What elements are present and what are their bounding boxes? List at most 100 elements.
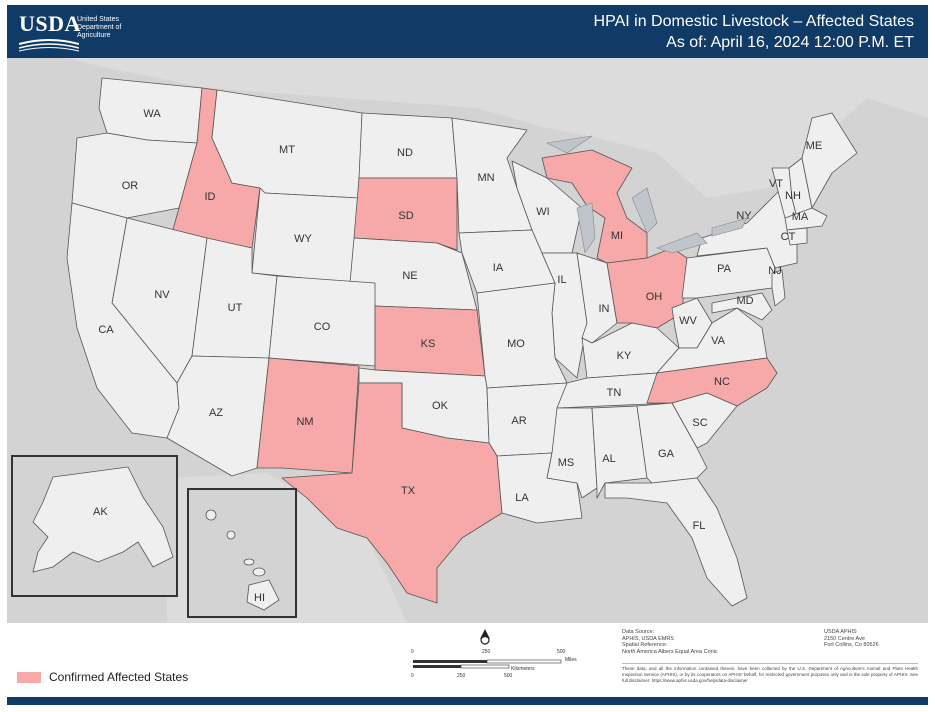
state-label-al: AL	[602, 453, 615, 465]
state-label-ak: AK	[93, 506, 108, 518]
us-map: WA OR ID MT WY ND SD NE MN WI MI IA IL IN OH NV UT CO KS MO…	[7, 58, 928, 623]
state-label-az: AZ	[209, 407, 223, 419]
state-label-ca: CA	[98, 324, 114, 336]
state-label-nv: NV	[154, 289, 170, 301]
data-source-credits: Data Source: APHIS, USDA EMRS Spatial Re…	[622, 629, 718, 655]
scale-bar-graphic	[413, 659, 562, 669]
map-legend: Confirmed Affected States	[17, 670, 188, 684]
usda-agency-name: United States Department of Agriculture	[77, 16, 122, 39]
usda-logo-swoosh-icon	[19, 39, 79, 52]
state-label-sc: SC	[692, 417, 707, 429]
state-label-fl: FL	[693, 520, 706, 532]
state-label-id: ID	[205, 191, 216, 203]
state-label-ky: KY	[617, 350, 632, 362]
state-label-sd: SD	[398, 210, 413, 222]
scale-miles-500: 500	[557, 649, 566, 655]
state-label-mt: MT	[279, 144, 295, 156]
state-label-va: VA	[711, 335, 726, 347]
hawaii-inset: HI	[187, 488, 297, 618]
canada-land	[67, 58, 928, 198]
state-OR	[71, 132, 198, 219]
state-label-wv: WV	[679, 315, 697, 327]
state-label-nj: NJ	[768, 265, 781, 277]
state-label-mi: MI	[611, 230, 623, 242]
state-label-md: MD	[736, 295, 753, 307]
map-title-block: HPAI in Domestic Livestock – Affected St…	[594, 11, 914, 53]
state-NJ	[771, 269, 786, 307]
map-footer: 0 250 500 Miles Kilometers 0 250 500 Dat…	[7, 623, 928, 697]
us-map-svg: WA OR ID MT WY ND SD NE MN WI MI IA IL IN OH NV UT CO KS MO…	[66, 58, 928, 623]
state-label-ks: KS	[421, 338, 436, 350]
state-label-or: OR	[122, 180, 139, 192]
legend-affected-label: Confirmed Affected States	[49, 670, 189, 684]
state-label-tx: TX	[401, 485, 416, 497]
state-label-me: ME	[806, 140, 823, 152]
state-label-ct: CT	[781, 231, 796, 243]
scale-miles-250: 250	[482, 649, 491, 655]
state-label-ny: NY	[736, 210, 752, 222]
map-header: USDA United States Department of Agricul…	[7, 5, 928, 58]
state-label-pa: PA	[717, 263, 732, 275]
state-MA	[784, 207, 828, 231]
state-GA	[636, 402, 708, 484]
state-ME	[801, 112, 858, 209]
state-label-tn: TN	[607, 387, 622, 399]
state-label-in: IN	[599, 303, 610, 315]
state-label-ut: UT	[228, 302, 243, 314]
footer-bar	[7, 697, 928, 705]
state-label-vt: VT	[769, 178, 783, 190]
state-label-ms: MS	[558, 457, 575, 469]
state-NM	[256, 357, 360, 474]
state-NY	[696, 182, 798, 269]
org-address: USDA APHIS 2150 Centre Ave Fort Collins,…	[824, 629, 879, 648]
state-label-la: LA	[515, 492, 529, 504]
state-SD	[353, 177, 458, 251]
state-label-hi: HI	[254, 592, 265, 604]
scale-miles-0: 0	[411, 649, 414, 655]
north-arrow-icon	[480, 629, 490, 645]
state-label-ar: AR	[511, 415, 526, 427]
state-label-ne: NE	[402, 270, 417, 282]
scale-km-unit: Kilometers	[511, 666, 535, 672]
map-date: As of: April 16, 2024 12:00 P.M. ET	[666, 34, 914, 51]
state-MD	[711, 292, 773, 321]
state-label-wy: WY	[294, 233, 312, 245]
state-label-ma: MA	[792, 211, 809, 223]
map-title: HPAI in Domestic Livestock – Affected St…	[593, 13, 914, 30]
scale-km-500: 500	[504, 673, 513, 679]
state-FL	[604, 477, 748, 607]
state-HI	[246, 579, 280, 611]
state-label-wi: WI	[536, 206, 549, 218]
state-label-wa: WA	[143, 108, 161, 120]
scale-bar: 0 250 500 Miles Kilometers 0 250 500	[407, 649, 577, 683]
usda-logo-text: USDA	[19, 11, 81, 36]
state-label-il: IL	[557, 274, 566, 286]
scale-miles-unit: Miles	[565, 657, 577, 663]
state-label-nh: NH	[785, 190, 801, 202]
state-label-oh: OH	[646, 291, 663, 303]
usda-logo: USDA United States Department of Agricul…	[19, 11, 131, 53]
legend-affected-swatch	[17, 671, 41, 683]
state-label-ok: OK	[432, 400, 449, 412]
state-TX	[281, 382, 503, 604]
state-label-nm: NM	[296, 416, 313, 428]
state-ND	[358, 112, 458, 179]
disclaimer-text: These data, and all the information cont…	[622, 663, 918, 684]
alaska-inset-map: AK	[32, 466, 174, 573]
scale-km-250: 250	[457, 673, 466, 679]
hawaii-inset-map: HI	[205, 509, 280, 611]
great-lakes	[546, 135, 748, 254]
alaska-inset: AK	[11, 455, 178, 597]
state-label-nd: ND	[397, 147, 413, 159]
state-label-ga: GA	[658, 448, 675, 460]
state-MO	[476, 282, 568, 389]
state-label-ia: IA	[493, 262, 504, 274]
state-label-nc: NC	[714, 376, 730, 388]
state-label-co: CO	[314, 321, 331, 333]
state-label-mn: MN	[477, 172, 494, 184]
state-MS	[546, 407, 598, 499]
state-AK	[32, 466, 174, 573]
scale-km-0: 0	[411, 673, 414, 679]
state-label-mo: MO	[507, 338, 525, 350]
state-CT	[786, 227, 808, 246]
